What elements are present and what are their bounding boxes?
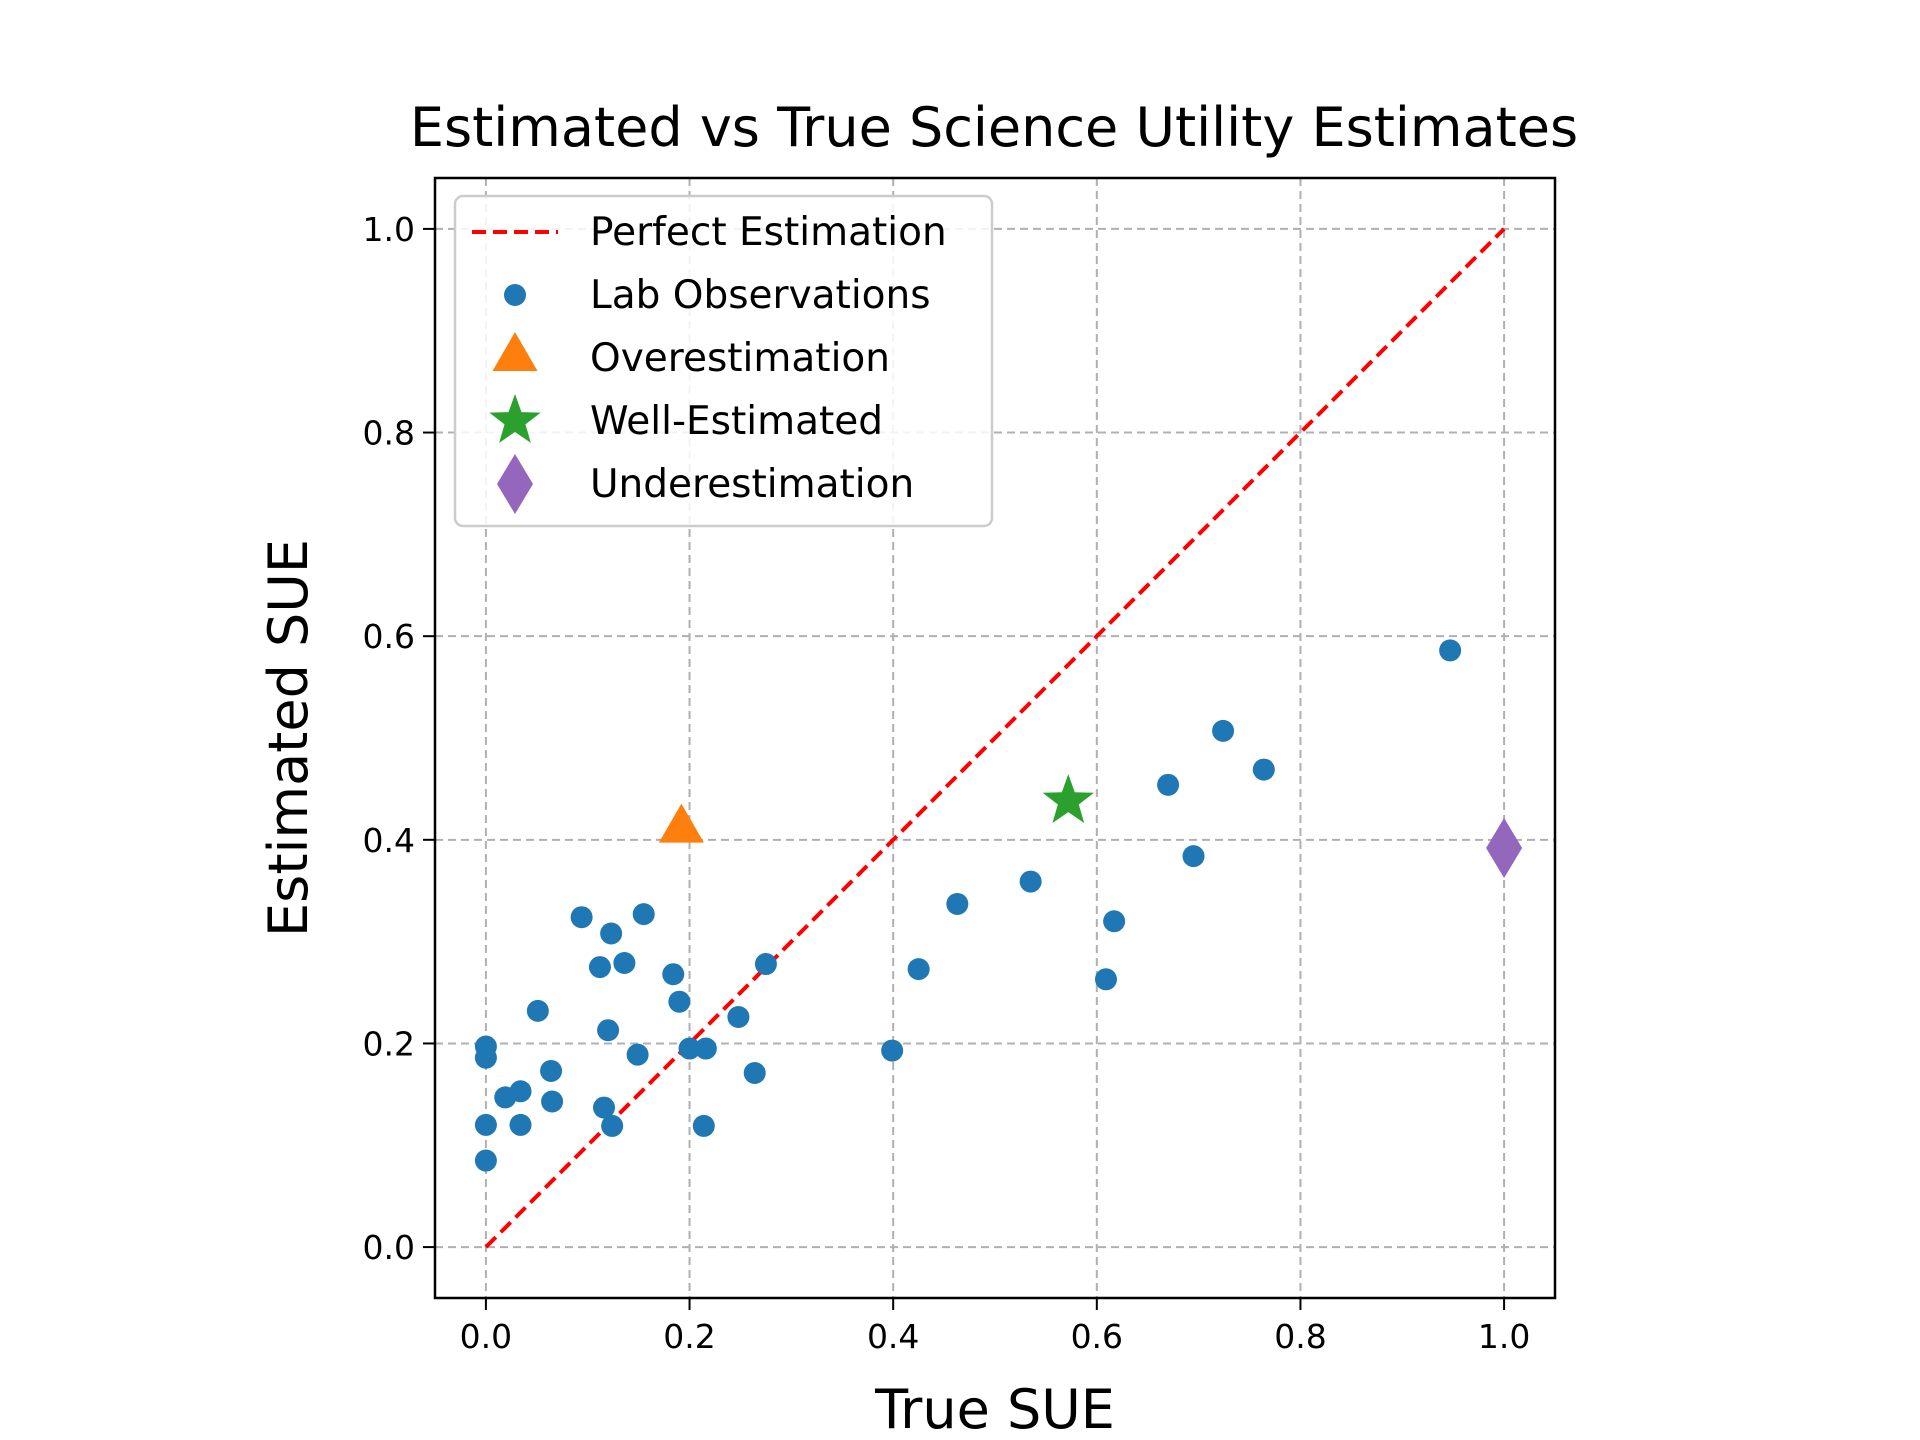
lab-observations-point [1182,845,1205,868]
lab-observations-point [1157,773,1180,796]
grid [435,178,1555,1298]
lab-observations-point [694,1037,717,1060]
lab-observations-point [1094,968,1117,991]
lab-observations-point [1019,870,1042,893]
x-tick-label: 0.4 [867,1317,919,1356]
lab-observations-point [1439,639,1462,662]
x-tick-label: 0.0 [460,1317,512,1356]
lab-observations-point [907,958,930,981]
y-tick-label: 0.0 [363,1228,415,1267]
lab-observations-point [626,1043,649,1066]
legend-overestimation-swatch [492,332,538,371]
legend-perfect-estimation-label: Perfect Estimation [590,210,947,255]
y-axis-title: Estimated SUE [257,539,320,937]
lab-observations-point [613,952,636,975]
lab-observations-point [743,1061,766,1084]
lab-observations-point [593,1096,616,1119]
chart-title: Estimated vs True Science Utility Estima… [410,96,1578,159]
lab-observations-point [668,990,691,1013]
lab-observations-point [509,1113,532,1136]
legend-underestimation-label: Underestimation [590,462,914,507]
lab-observations-point [570,906,593,929]
perfect-estimation-segment [484,227,1506,1249]
legend-overestimation-label: Overestimation [590,336,890,381]
well-estimated-point [1042,774,1094,823]
lab-observations-point [474,1113,497,1136]
legend-well-estimated-swatch [489,394,541,443]
y-tick-label: 0.8 [363,414,415,453]
legend-well-estimated-label: Well-Estimated [590,399,883,444]
lab-observations-point [727,1005,750,1028]
x-tick-label: 0.8 [1274,1317,1326,1356]
lab-observations-point [541,1090,564,1113]
lab-observations-point [678,1037,701,1060]
y-tick-label: 0.2 [363,1024,415,1063]
x-tick-label: 1.0 [1478,1317,1530,1356]
legend-underestimation-swatch [497,454,533,514]
underestimation-point [1486,817,1523,878]
legend-box [453,194,994,528]
y-tick-label: 0.4 [363,821,415,860]
plot-frame [433,176,1557,1300]
data-points [474,639,1523,1172]
legend: Perfect Estimation Lab Observations Overes… [453,194,994,528]
lab-observations-point [946,892,969,915]
lab-observations-point [881,1039,904,1062]
lab-observations-point [526,999,549,1022]
lab-observations-point [754,953,777,976]
lab-observations-point [540,1059,563,1082]
x-axis-title: True SUE [874,1378,1115,1440]
lab-observations-point [509,1080,532,1103]
lab-observations-point [1103,910,1126,933]
perfect-estimation-line [484,227,1506,1249]
y-tick-label: 1.0 [363,210,415,249]
lab-observations-point [601,1114,624,1137]
lab-observations-point [600,922,623,945]
lab-observations-point [662,963,685,986]
overestimation-point [658,803,704,843]
lab-observations-point [1252,758,1275,781]
lab-observations-point [588,956,611,979]
lab-observations-point [597,1019,620,1042]
lab-observations-point [474,1149,497,1172]
lab-observations-point [1212,719,1235,742]
lab-observations-point [632,903,655,926]
x-tick-label: 0.2 [663,1317,715,1356]
y-axis-ticks: 0.0 0.2 0.4 0.6 0.8 1.0 [363,210,435,1267]
legend-lab-observations-label: Lab Observations [590,273,931,318]
lab-observations-point [474,1046,497,1069]
x-axis-ticks: 0.0 0.2 0.4 0.6 0.8 1.0 [460,1298,1530,1356]
x-tick-label: 0.6 [1071,1317,1123,1356]
lab-observations-point [692,1114,715,1137]
y-tick-label: 0.6 [363,617,415,656]
legend-lab-observations-swatch [504,284,526,306]
